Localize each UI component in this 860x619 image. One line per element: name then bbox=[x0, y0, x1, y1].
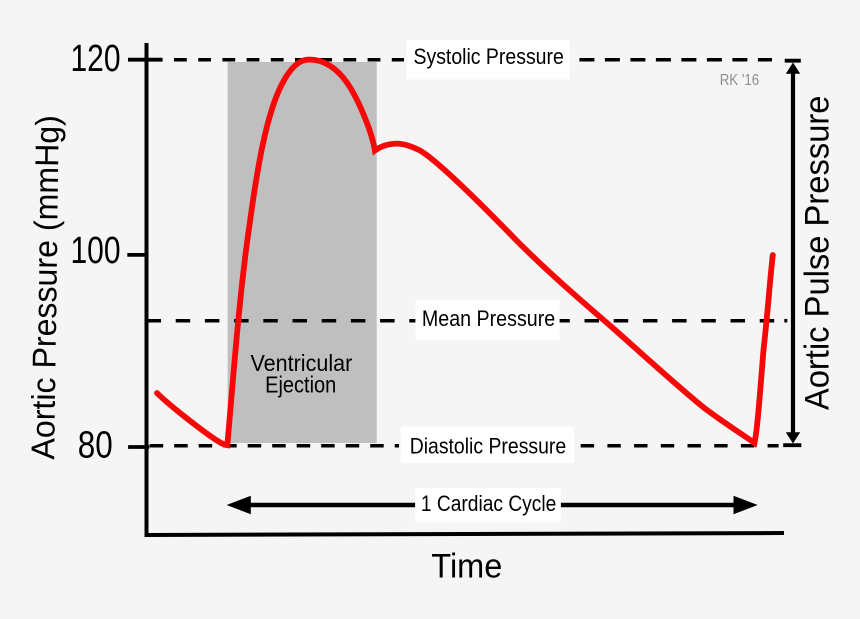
svg-text:Time: Time bbox=[431, 548, 502, 586]
svg-text:Aortic Pressure (mmHg): Aortic Pressure (mmHg) bbox=[24, 115, 66, 460]
svg-text:100: 100 bbox=[71, 230, 121, 272]
svg-text:Diastolic Pressure: Diastolic Pressure bbox=[410, 433, 567, 458]
svg-text:80: 80 bbox=[78, 424, 113, 466]
svg-text:Systolic Pressure: Systolic Pressure bbox=[414, 44, 564, 69]
svg-text:Ejection: Ejection bbox=[265, 371, 336, 397]
svg-text:RK '16: RK '16 bbox=[720, 72, 760, 89]
svg-text:Mean Pressure: Mean Pressure bbox=[422, 306, 555, 331]
svg-text:Aortic Pulse Pressure: Aortic Pulse Pressure bbox=[799, 95, 837, 410]
svg-text:Ventricular: Ventricular bbox=[251, 350, 353, 376]
svg-text:120: 120 bbox=[71, 38, 121, 80]
svg-text:1 Cardiac Cycle: 1 Cardiac Cycle bbox=[421, 491, 556, 516]
